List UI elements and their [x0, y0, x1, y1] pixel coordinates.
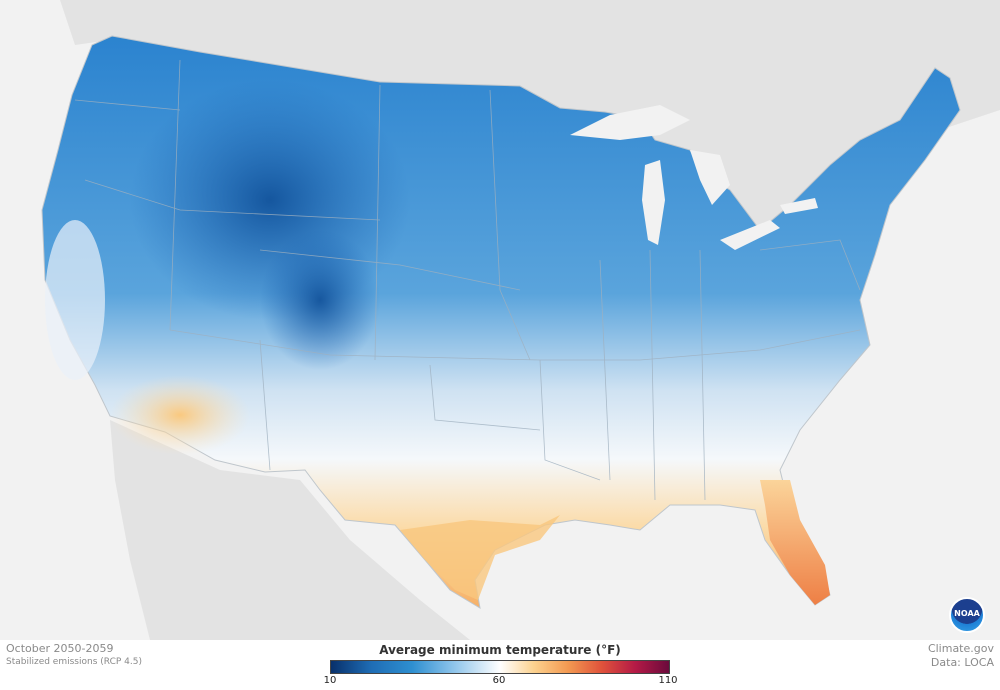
lake-erie [720, 220, 780, 250]
state-borders [74, 59, 861, 501]
noaa-logo-text: NOAA [954, 609, 980, 618]
credit-data-source: Data: LOCA [930, 656, 994, 669]
lake-huron [690, 150, 730, 205]
texas-gulf-warm-zone [400, 515, 560, 600]
legend-title: Average minimum temperature (°F) [379, 643, 621, 657]
colorado-cold-zone [260, 230, 380, 370]
credit-site[interactable]: Climate.gov [927, 642, 994, 655]
legend-min-label: 10 [323, 675, 337, 686]
time-period-label: October 2050-2059 [6, 642, 114, 655]
credits: Climate.gov Data: LOCA [928, 642, 994, 670]
california-light-zone [45, 220, 105, 380]
legend-max-label: 110 [658, 675, 678, 686]
lake-superior [570, 105, 690, 140]
mexico-landmass [110, 420, 470, 640]
emissions-scenario-label: Stabilized emissions (RCP 4.5) [6, 657, 142, 667]
lake-michigan [642, 160, 665, 245]
legend-mid-label: 60 [492, 675, 506, 686]
florida-warm-zone [760, 480, 830, 605]
legend-color-bar [330, 660, 670, 674]
footer: October 2050-2059 Stabilized emissions (… [0, 640, 1000, 690]
noaa-logo: NOAA [949, 597, 985, 633]
caption-left: October 2050-2059 Stabilized emissions (… [6, 642, 142, 669]
temperature-map [41, 0, 1000, 640]
southwest-warm-zone [110, 375, 250, 455]
lake-ontario [780, 198, 818, 214]
